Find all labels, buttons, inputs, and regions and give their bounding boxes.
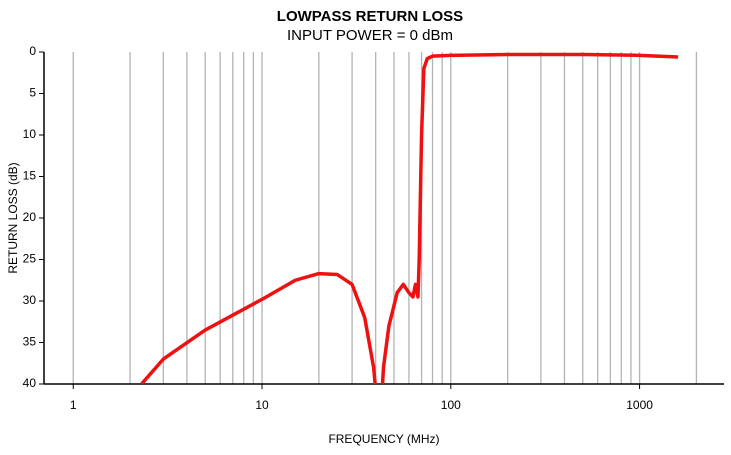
y-tick-label: 35: [23, 335, 37, 349]
y-axis-label: RETURN LOSS (dB): [6, 162, 20, 273]
x-tick-label: 100: [441, 398, 461, 412]
x-tick-label: 1: [70, 398, 77, 412]
y-tick-label: 10: [23, 127, 37, 141]
y-tick-label: 0: [29, 44, 36, 58]
y-tick-label: 40: [23, 376, 37, 390]
y-tick-label: 30: [23, 293, 37, 307]
x-tick-label: 10: [255, 398, 269, 412]
data-line: [140, 52, 679, 384]
chart-subtitle: INPUT POWER = 0 dBm: [287, 27, 453, 44]
x-tick-label: 1000: [626, 398, 653, 412]
y-tick-label: 20: [23, 210, 37, 224]
y-tick-label: 25: [23, 252, 37, 266]
chart-title: LOWPASS RETURN LOSS: [277, 8, 463, 25]
y-tick-label: 5: [29, 86, 36, 100]
x-axis-label: FREQUENCY (MHz): [328, 432, 439, 446]
y-tick-label: 15: [23, 169, 37, 183]
